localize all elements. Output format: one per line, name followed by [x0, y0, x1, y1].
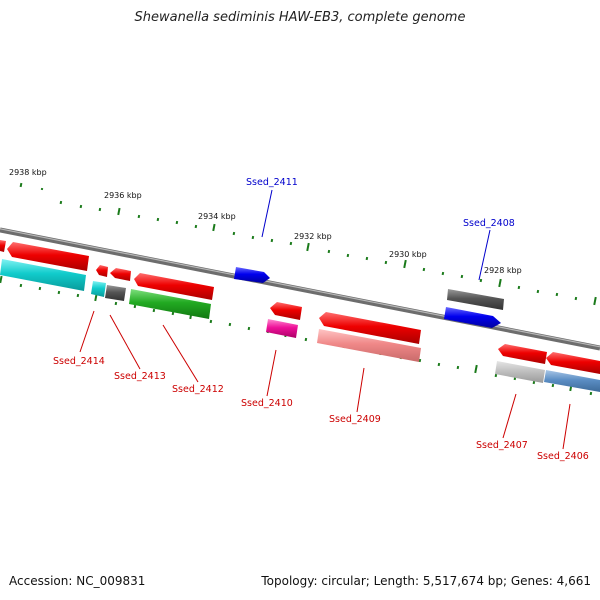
gene-ssed-2408-gray[interactable] [447, 289, 504, 310]
leader-ssed-2413 [109, 314, 141, 370]
gene-ssed-2407[interactable] [495, 361, 545, 383]
gene-small-red-2[interactable] [110, 268, 131, 281]
leader-ssed-2414 [79, 310, 95, 353]
label-ssed-2406[interactable]: Ssed_2406 [537, 451, 589, 462]
label-ssed-2412[interactable]: Ssed_2412 [172, 384, 224, 395]
leader-ssed-2406 [562, 403, 571, 450]
gene-ssed-2406[interactable] [544, 370, 600, 392]
label-ssed-2408[interactable]: Ssed_2408 [463, 218, 515, 229]
leader-ssed-2408 [478, 229, 491, 281]
label-ssed-2414[interactable]: Ssed_2414 [53, 356, 105, 367]
gene-ssed-2410-red[interactable] [270, 302, 302, 320]
scale-label-2928: 2928 kbp [484, 266, 522, 275]
scale-label-2932: 2932 kbp [294, 232, 332, 241]
scale-label-2934: 2934 kbp [198, 212, 236, 221]
label-ssed-2411[interactable]: Ssed_2411 [246, 177, 298, 188]
label-ssed-2409[interactable]: Ssed_2409 [329, 414, 381, 425]
gene-ssed-2410[interactable] [266, 319, 298, 338]
scale-label-2938: 2938 kbp [9, 168, 47, 177]
scale-label-2930: 2930 kbp [389, 250, 427, 259]
gene-ssed-2409[interactable] [317, 329, 421, 362]
label-ssed-2410[interactable]: Ssed_2410 [241, 398, 293, 409]
leader-ssed-2412 [162, 324, 199, 383]
gene-ssed-2412[interactable] [129, 289, 211, 319]
label-ssed-2407[interactable]: Ssed_2407 [476, 440, 528, 451]
gene-ssed-2415[interactable] [7, 242, 89, 271]
genome-backbone [0, 227, 600, 351]
leader-ssed-2410 [266, 349, 277, 397]
leader-ssed-2409 [356, 367, 365, 413]
gene-ssed-2413-cyan[interactable] [91, 281, 106, 297]
genome-backbone-highlight [0, 228, 600, 348]
gene-ssed-2412-red[interactable] [134, 273, 214, 300]
leader-ssed-2407 [502, 393, 517, 439]
gene-ssed-2408[interactable] [444, 307, 501, 328]
gene-ssed-2409-red[interactable] [319, 312, 421, 344]
gene-ssed-2414[interactable] [0, 259, 86, 291]
gene-ssed-2407-red[interactable] [498, 344, 547, 364]
gene-ssed-2406-red[interactable] [546, 352, 600, 374]
gene-small-red-1[interactable] [96, 265, 108, 277]
accession-text: Accession: NC_009831 [9, 574, 146, 588]
map-title: Shewanella sediminis HAW-EB3, complete g… [134, 10, 466, 25]
label-leaders [79, 189, 571, 450]
gene-ssed-2413-gray[interactable] [105, 285, 126, 301]
scale-label-2936: 2936 kbp [104, 191, 142, 200]
gene-ssed-2411[interactable] [234, 267, 270, 283]
genome-summary-text: Topology: circular; Length: 5,517,674 bp… [261, 574, 591, 588]
outer-scale-ticks [19, 182, 597, 306]
label-ssed-2413[interactable]: Ssed_2413 [114, 371, 166, 382]
leader-ssed-2411 [261, 189, 273, 238]
gene-left-edge[interactable] [0, 240, 6, 252]
